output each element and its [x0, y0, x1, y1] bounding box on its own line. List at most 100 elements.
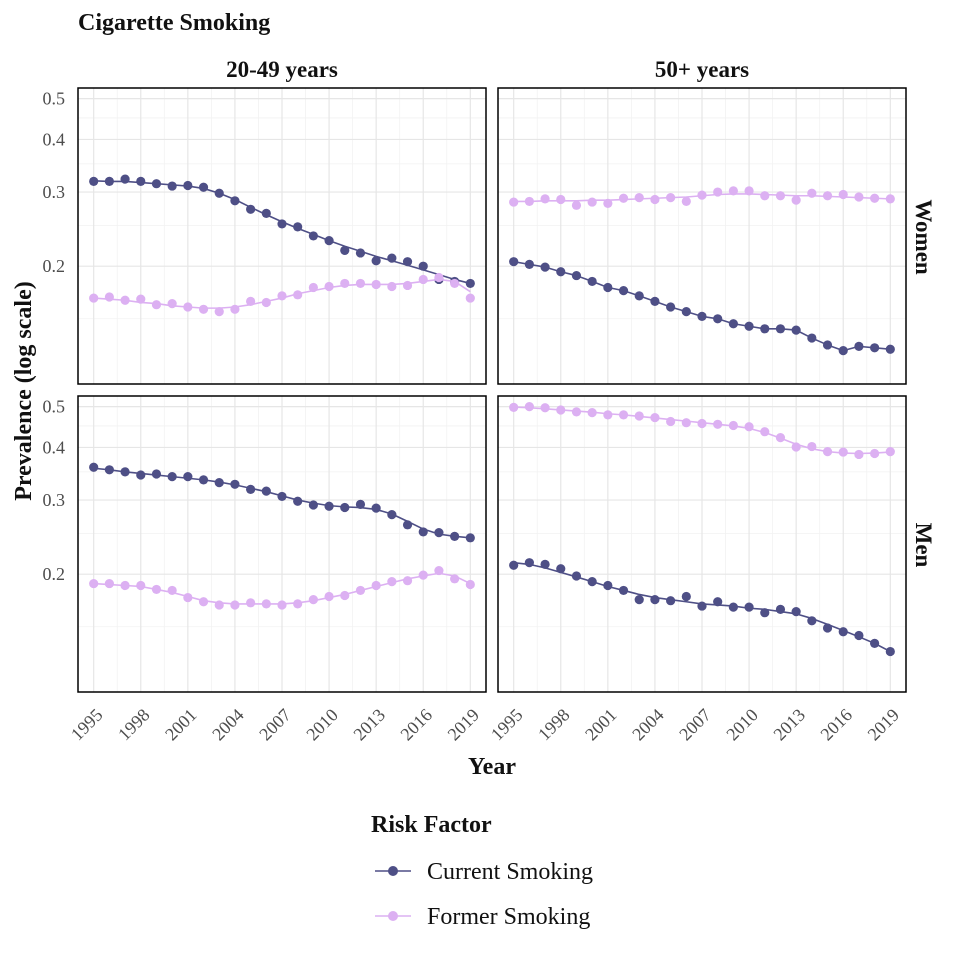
data-point-current-smoking [104, 465, 114, 475]
data-point-current-smoking [465, 533, 475, 543]
data-point-former-smoking [587, 197, 597, 207]
data-point-current-smoking [854, 341, 864, 351]
data-point-former-smoking [89, 293, 99, 303]
data-point-former-smoking [418, 274, 428, 285]
data-point-former-smoking [870, 193, 880, 203]
data-point-former-smoking [634, 193, 644, 203]
data-point-former-smoking [308, 595, 318, 605]
data-point-former-smoking [151, 584, 162, 595]
data-point-current-smoking [324, 236, 334, 246]
data-point-former-smoking [807, 188, 817, 198]
data-point-former-smoking [870, 448, 880, 459]
data-point-current-smoking [151, 179, 162, 189]
panel-20-49-years-women: 0.2 0.3 0.4 0.5 [43, 87, 487, 385]
data-point-current-smoking [791, 606, 801, 617]
data-point-current-smoking [556, 564, 566, 574]
data-point-current-smoking [509, 560, 519, 570]
data-point-former-smoking [618, 193, 629, 203]
data-point-current-smoking [167, 472, 177, 482]
data-point-current-smoking [822, 340, 833, 350]
data-point-former-smoking [697, 418, 707, 429]
data-point-current-smoking [728, 602, 738, 612]
data-point-current-smoking [697, 601, 707, 611]
data-point-current-smoking [308, 231, 318, 241]
data-point-current-smoking [308, 500, 318, 510]
x-tick-label: 1998 [114, 705, 154, 745]
data-point-current-smoking [355, 248, 366, 258]
data-point-former-smoking [167, 585, 177, 596]
data-point-former-smoking [402, 576, 413, 586]
data-point-former-smoking [450, 574, 460, 584]
data-point-current-smoking [838, 627, 848, 637]
data-point-current-smoking [340, 502, 350, 513]
data-point-former-smoking [681, 418, 691, 428]
data-point-former-smoking [540, 194, 550, 204]
data-point-former-smoking [509, 402, 519, 412]
x-tick-label: 2019 [444, 705, 484, 745]
data-point-current-smoking [450, 531, 460, 541]
legend-label: Former Smoking [427, 904, 590, 930]
data-point-former-smoking [540, 403, 550, 413]
data-point-current-smoking [650, 595, 660, 605]
data-point-former-smoking [775, 191, 786, 201]
data-point-current-smoking [434, 528, 444, 538]
data-point-former-smoking [355, 278, 366, 289]
data-point-former-smoking [854, 192, 864, 202]
data-point-current-smoking [603, 580, 613, 591]
y-tick-label: 0.2 [43, 256, 66, 276]
data-point-current-smoking [198, 475, 209, 485]
panel-border [77, 87, 487, 385]
data-point-current-smoking [355, 499, 366, 509]
data-point-current-smoking [214, 188, 224, 198]
data-point-former-smoking [418, 570, 428, 580]
data-point-current-smoking [261, 208, 271, 218]
y-tick-label: 0.3 [43, 490, 66, 510]
legend-item-current-smoking: Current Smoking [375, 859, 593, 885]
data-point-current-smoking [885, 646, 895, 657]
panel-50-years-women [497, 87, 907, 385]
data-point-current-smoking [744, 602, 754, 612]
data-point-former-smoking [261, 297, 271, 308]
data-point-current-smoking [666, 302, 676, 312]
y-tick-label: 0.2 [43, 564, 66, 584]
data-point-current-smoking [293, 496, 303, 506]
data-point-former-smoking [387, 281, 397, 292]
data-point-current-smoking [681, 307, 691, 317]
x-axis-title: Year [468, 754, 516, 780]
data-point-former-smoking [151, 300, 162, 310]
data-point-current-smoking [402, 257, 413, 267]
data-point-current-smoking [120, 174, 130, 184]
data-point-former-smoking [277, 291, 287, 301]
data-point-current-smoking [697, 311, 707, 321]
data-point-former-smoking [246, 598, 256, 608]
data-point-former-smoking [603, 198, 613, 208]
data-point-former-smoking [371, 279, 381, 290]
x-tick-label: 1995 [67, 705, 107, 745]
data-point-former-smoking [650, 194, 660, 205]
data-point-current-smoking [650, 296, 660, 306]
panel-20-49-years-men: 0.2 0.3 0.4 0.5 1995 1998 2001 2004 2007 2010 2013… [43, 395, 487, 745]
facet-column-label: 20-49 years [226, 57, 338, 82]
data-point-former-smoking [120, 295, 130, 305]
y-tick-label: 0.3 [43, 182, 66, 202]
x-tick-label: 2016 [396, 705, 436, 745]
data-point-current-smoking [540, 262, 550, 272]
data-point-former-smoking [556, 194, 566, 205]
data-point-former-smoking [760, 427, 770, 437]
data-point-former-smoking [89, 578, 99, 589]
data-point-former-smoking [885, 447, 895, 457]
data-point-former-smoking [681, 196, 691, 207]
data-point-former-smoking [230, 304, 240, 314]
data-point-former-smoking [634, 411, 644, 421]
data-point-current-smoking [666, 596, 676, 606]
data-point-former-smoking [713, 187, 723, 197]
data-point-current-smoking [775, 604, 786, 614]
y-axis-title: Prevalence (log scale) [11, 281, 37, 500]
data-point-former-smoking [214, 307, 224, 317]
data-point-current-smoking [167, 181, 177, 191]
data-point-current-smoking [854, 630, 864, 641]
data-point-former-smoking [355, 585, 366, 596]
data-point-former-smoking [650, 412, 660, 423]
data-point-current-smoking [387, 253, 397, 263]
